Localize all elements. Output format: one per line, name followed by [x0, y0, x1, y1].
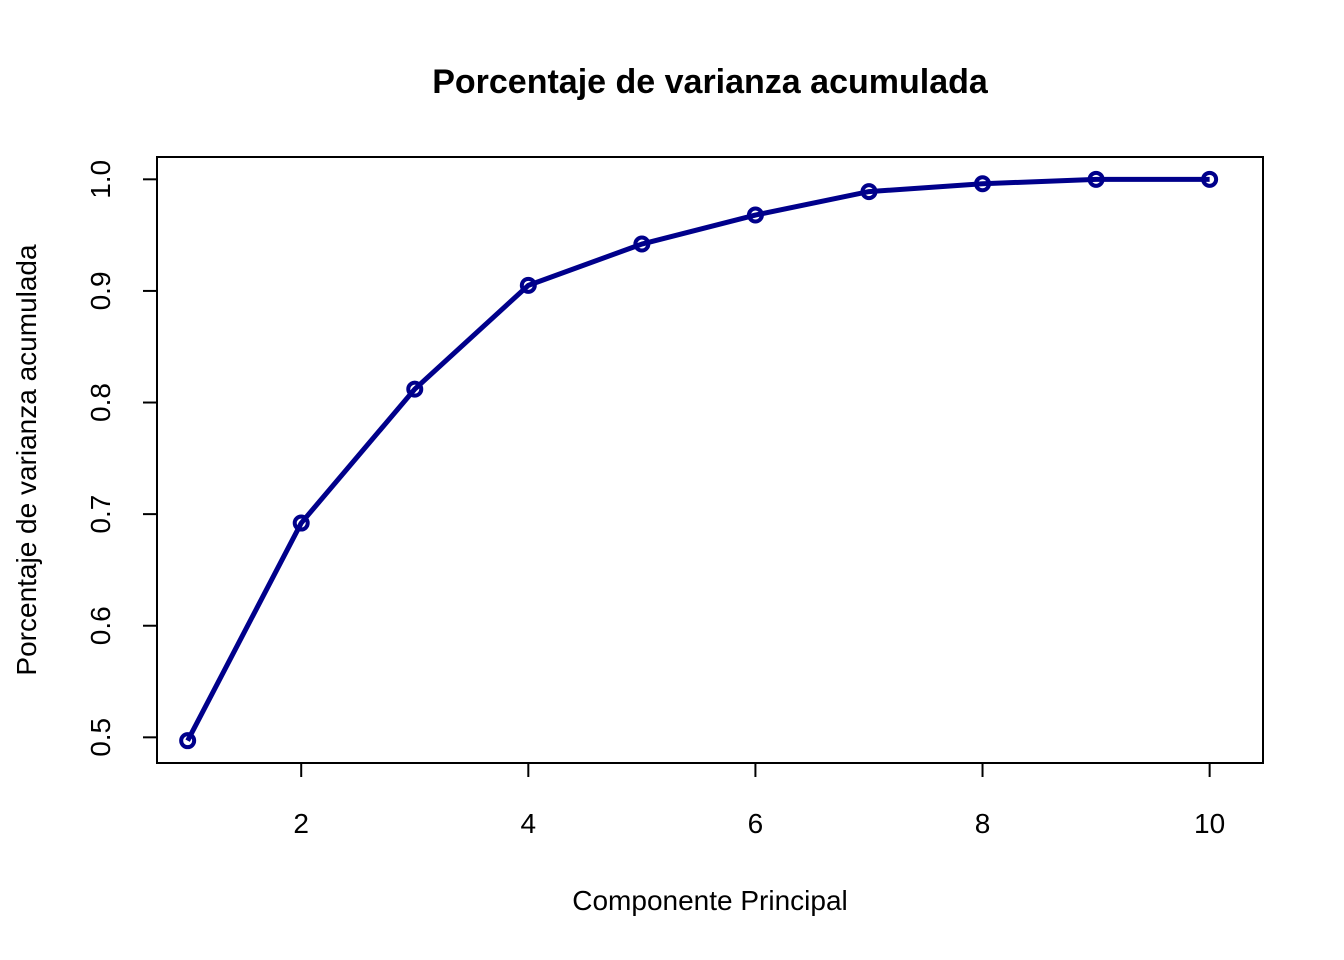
- x-axis: 2 4 6 8 10: [293, 762, 1225, 839]
- data-point: [179, 732, 197, 750]
- data-point: [292, 514, 310, 532]
- chart-title: Porcentaje de varianza acumulada: [432, 63, 989, 101]
- data-point: [1087, 170, 1105, 188]
- data-point: [406, 380, 424, 398]
- x-tick-label: 4: [521, 808, 537, 839]
- y-tick-label: 0.5: [85, 718, 116, 757]
- series-line: [185, 176, 1210, 742]
- y-tick-label: 0.7: [85, 495, 116, 534]
- x-tick-label: 8: [975, 808, 991, 839]
- y-tick-label: 0.9: [85, 271, 116, 310]
- plot-frame: [156, 156, 1264, 764]
- y-tick-label: 1.0: [85, 160, 116, 199]
- y-tick-label: 0.8: [85, 383, 116, 422]
- x-tick-label: 2: [293, 808, 309, 839]
- x-tick-label: 6: [748, 808, 764, 839]
- data-point: [519, 276, 537, 294]
- y-axis-label: Porcentaje de varianza acumulada: [11, 244, 42, 676]
- x-axis-label: Componente Principal: [572, 885, 848, 916]
- y-axis: 0.5 0.6 0.7 0.8 0.9 1.0: [85, 160, 158, 757]
- data-point: [860, 183, 878, 201]
- y-tick-label: 0.6: [85, 606, 116, 645]
- data-point: [1201, 170, 1219, 188]
- x-tick-label: 10: [1194, 808, 1225, 839]
- data-point: [633, 235, 651, 253]
- data-point: [746, 206, 764, 224]
- data-series: [179, 170, 1219, 750]
- data-point: [974, 175, 992, 193]
